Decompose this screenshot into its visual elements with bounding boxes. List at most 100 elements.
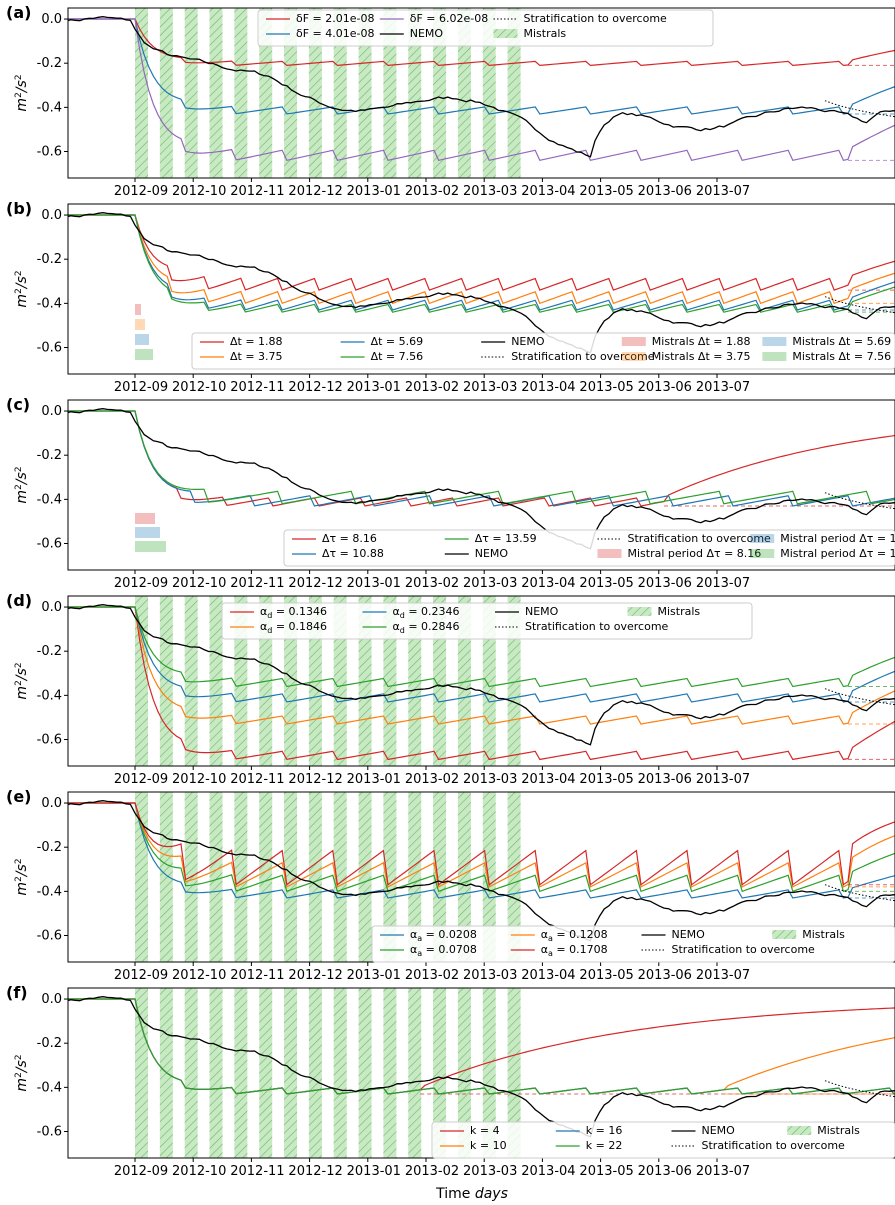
y-axis-title: m2/s2 <box>14 858 30 895</box>
x-tick-label: 2013-07 <box>696 576 750 591</box>
mistral-band <box>433 988 447 1158</box>
x-tick-label: 2013-05 <box>579 772 633 787</box>
x-tick-label: 2013-07 <box>696 184 750 199</box>
y-tick-label: 0.0 <box>41 404 62 419</box>
y-tick-label: -0.2 <box>37 56 62 71</box>
legend-swatch <box>762 352 787 361</box>
nemo-line <box>68 212 895 354</box>
mistral-period-patch <box>135 541 166 552</box>
y-tick-label: -0.6 <box>37 145 62 160</box>
legend-swatch <box>762 337 787 346</box>
legend-label: NEMO <box>475 547 509 560</box>
x-tick-label: 2013-06 <box>638 772 692 787</box>
series-line-0 <box>68 410 895 507</box>
legend-swatch <box>597 549 622 558</box>
y-tick-label: -0.2 <box>37 644 62 659</box>
y-tick-label: -0.4 <box>37 884 62 899</box>
series-line-3 <box>68 214 895 313</box>
series-line-3 <box>68 998 895 1095</box>
mistral-band <box>259 8 273 178</box>
mistral-band <box>308 792 322 962</box>
plot-area <box>68 408 895 552</box>
plot-area <box>68 792 895 962</box>
x-tick-label: 2012-09 <box>114 968 168 983</box>
x-tick-label: 2013-06 <box>638 184 692 199</box>
mistral-band <box>383 792 397 962</box>
panel-5: 0.0 -0.2 -0.4 -0.6 2012-09 2012-10 2012-11 2012… <box>6 983 895 1179</box>
mistral-band <box>333 792 347 962</box>
mistral-band <box>135 8 148 178</box>
panel-label: (d) <box>6 591 32 610</box>
x-tick-label: 2013-05 <box>579 184 633 199</box>
x-tick-label: 2013-04 <box>521 184 575 199</box>
x-axis-title-unit: days <box>475 1186 508 1202</box>
x-tick-label: 2013-07 <box>696 968 750 983</box>
mistral-band <box>383 988 397 1158</box>
x-tick-label: 2013-01 <box>347 380 401 395</box>
y-tick-label: 0.0 <box>41 992 62 1007</box>
legend-label: αa = 0.0208 <box>410 928 477 943</box>
plot-area <box>68 988 895 1158</box>
y-axis-title: m2/s2 <box>14 74 30 111</box>
x-tick-label: 2012-11 <box>230 576 284 591</box>
legend-swatch <box>621 352 646 361</box>
legend-label: Mistrals Δt = 3.75 <box>652 350 751 363</box>
legend-label: k = 16 <box>586 1124 623 1137</box>
y-tick-label: 0.0 <box>41 12 62 27</box>
x-tick-label: 2012-09 <box>114 1164 168 1179</box>
y-tick-label: 0.0 <box>41 600 62 615</box>
x-tick-label: 2013-06 <box>638 576 692 591</box>
x-tick-label: 2013-04 <box>521 576 575 591</box>
mistral-band <box>209 596 223 766</box>
plot-area <box>68 8 895 178</box>
legend-label: δF = 2.01e-08 <box>296 12 375 25</box>
stratification-line <box>824 100 895 118</box>
legend: Δτ = 8.16 Δτ = 10.88 Δτ = 13.59 NEMO Stratif… <box>283 529 895 567</box>
legend-label: Mistrals <box>524 27 567 40</box>
y-tick-label: -0.6 <box>37 733 62 748</box>
panel-label: (b) <box>6 199 32 218</box>
y-tick-label: -0.2 <box>37 448 62 463</box>
y-tick-label: -0.4 <box>37 492 62 507</box>
legend-label: Stratification to overcome <box>524 12 668 25</box>
mistral-band <box>383 8 397 178</box>
mistral-band <box>209 792 223 962</box>
mistral-band <box>408 792 422 962</box>
mistral-period-patch <box>135 334 149 345</box>
series-line-0 <box>68 606 895 761</box>
plot-frame <box>67 203 895 375</box>
y-axis-title: m2/s2 <box>14 662 30 699</box>
series-line-0 <box>68 802 895 899</box>
series-line-1 <box>68 802 895 893</box>
y-tick-label: 0.0 <box>41 208 62 223</box>
legend-label: αd = 0.2846 <box>393 620 460 635</box>
series-line-3 <box>68 606 895 688</box>
mistral-band <box>234 8 248 178</box>
series-line-3 <box>68 802 895 886</box>
x-tick-label: 2013-06 <box>638 968 692 983</box>
mistral-band <box>433 8 447 178</box>
x-tick-label: 2013-03 <box>463 576 517 591</box>
x-tick-label: 2013-06 <box>638 1164 692 1179</box>
mistral-band <box>135 792 148 962</box>
mistral-band <box>135 988 148 1158</box>
y-tick-label: -0.6 <box>37 341 62 356</box>
mistral-band <box>284 988 298 1158</box>
x-tick-label: 2013-06 <box>638 380 692 395</box>
legend-label: NEMO <box>525 605 559 618</box>
mistral-band <box>159 8 173 178</box>
x-tick-label: 2012-10 <box>172 380 226 395</box>
mistral-band <box>507 988 521 1158</box>
legend-label: k = 4 <box>470 1124 500 1137</box>
x-tick-label: 2013-04 <box>521 1164 575 1179</box>
legend-label: Δτ = 10.88 <box>322 547 384 560</box>
mistral-band <box>333 988 347 1158</box>
legend-label: Mistral period Δτ = 10.88 <box>780 532 895 545</box>
legend-label: Stratification to overcome <box>672 943 816 956</box>
y-tick-label: -0.4 <box>37 688 62 703</box>
x-tick-label: 2013-04 <box>521 380 575 395</box>
legend-label: Stratification to overcome <box>525 620 669 633</box>
x-tick-label: 2012-12 <box>288 184 342 199</box>
mistral-band <box>482 988 496 1158</box>
